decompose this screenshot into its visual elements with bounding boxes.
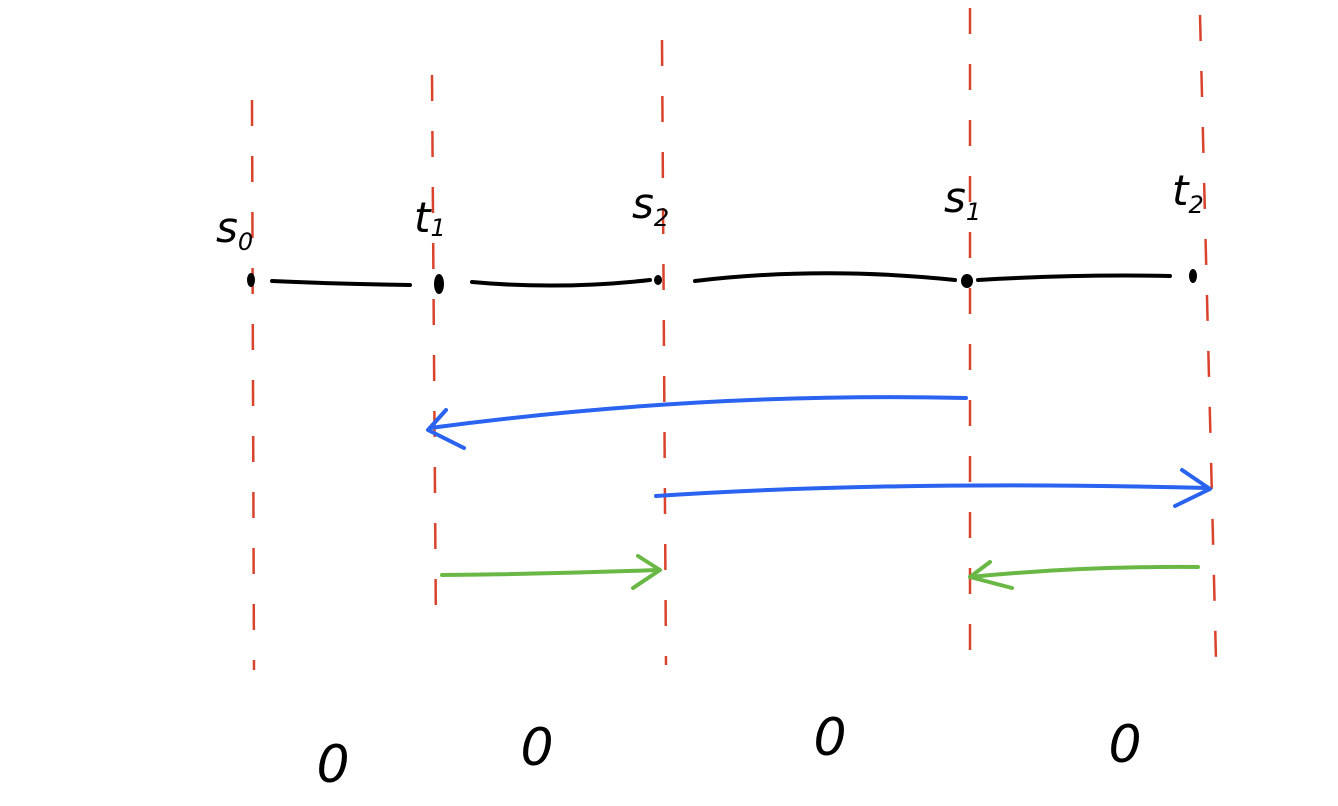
arrowhead xyxy=(968,560,1014,590)
region-values: 0 0 0 0 xyxy=(316,708,1141,795)
region-value: 0 xyxy=(1108,715,1141,775)
label-main: s xyxy=(632,179,654,228)
divider xyxy=(660,39,668,666)
divider xyxy=(1198,14,1218,661)
label-sub: 0 xyxy=(238,228,253,256)
arrow xyxy=(654,483,1210,498)
segment xyxy=(470,278,652,288)
point-label: t1 xyxy=(414,193,446,242)
region-value: 0 xyxy=(813,708,846,768)
label-main: t xyxy=(414,193,432,242)
arrowhead xyxy=(426,408,466,450)
point-label: s0 xyxy=(216,203,253,256)
segment xyxy=(270,279,412,287)
point xyxy=(1189,269,1197,283)
region-dividers xyxy=(250,8,1218,671)
point xyxy=(247,273,255,287)
segment xyxy=(693,271,957,283)
point xyxy=(654,275,662,285)
arrowhead xyxy=(631,554,662,590)
point-label: s2 xyxy=(632,179,669,232)
arrow xyxy=(968,564,1200,579)
segment xyxy=(976,273,1172,282)
label-sub: 1 xyxy=(430,214,445,242)
arrow xyxy=(440,568,660,577)
point xyxy=(434,274,444,294)
label-main: s xyxy=(216,203,238,252)
arrowhead xyxy=(1173,468,1212,508)
divider xyxy=(250,99,256,671)
timeline xyxy=(247,269,1197,294)
label-sub: 1 xyxy=(966,198,981,226)
labels: s0 t1 s2 s1 t2 xyxy=(216,166,1204,256)
arrows xyxy=(426,395,1212,590)
label-main: s xyxy=(944,173,966,222)
point-label: s1 xyxy=(944,173,981,226)
label-main: t xyxy=(1172,166,1190,215)
label-sub: 2 xyxy=(654,204,669,232)
point-label: t2 xyxy=(1172,166,1204,219)
region-value: 0 xyxy=(316,735,349,795)
point xyxy=(961,274,973,288)
arrow xyxy=(428,395,968,430)
divider xyxy=(430,74,438,636)
label-sub: 2 xyxy=(1188,191,1203,219)
region-value: 0 xyxy=(520,718,553,778)
